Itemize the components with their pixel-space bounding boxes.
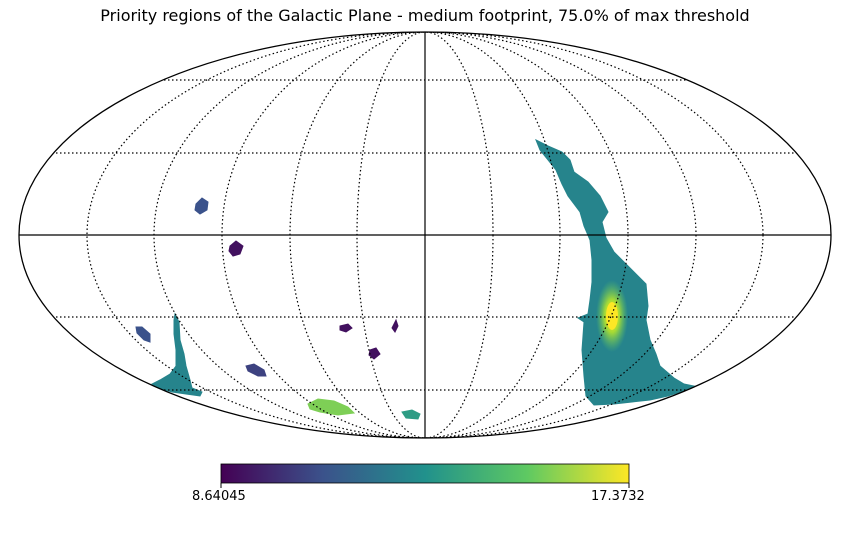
colorbar-min-label: 8.64045 (192, 489, 246, 504)
blob-bottom-bright (307, 398, 356, 416)
blob-center-b (391, 318, 399, 333)
colorbar (220, 463, 630, 484)
sky-regions (135, 138, 696, 420)
blob-bottom-small (401, 409, 421, 420)
blob-mid-left (228, 240, 244, 257)
streak-lower-left (151, 312, 203, 397)
blob-center-c (368, 347, 381, 360)
map-title: Priority regions of the Galactic Plane -… (100, 6, 750, 25)
main-plane-band (535, 138, 696, 406)
blob-upper-left (194, 197, 209, 215)
map-boundary (18, 31, 832, 439)
blob-lower-left-b (245, 363, 267, 377)
colorbar-max-label: 17.3732 (591, 489, 645, 504)
blob-lower-left-a (135, 326, 151, 343)
band-core-peak (606, 302, 618, 330)
blob-center-a (339, 323, 353, 333)
